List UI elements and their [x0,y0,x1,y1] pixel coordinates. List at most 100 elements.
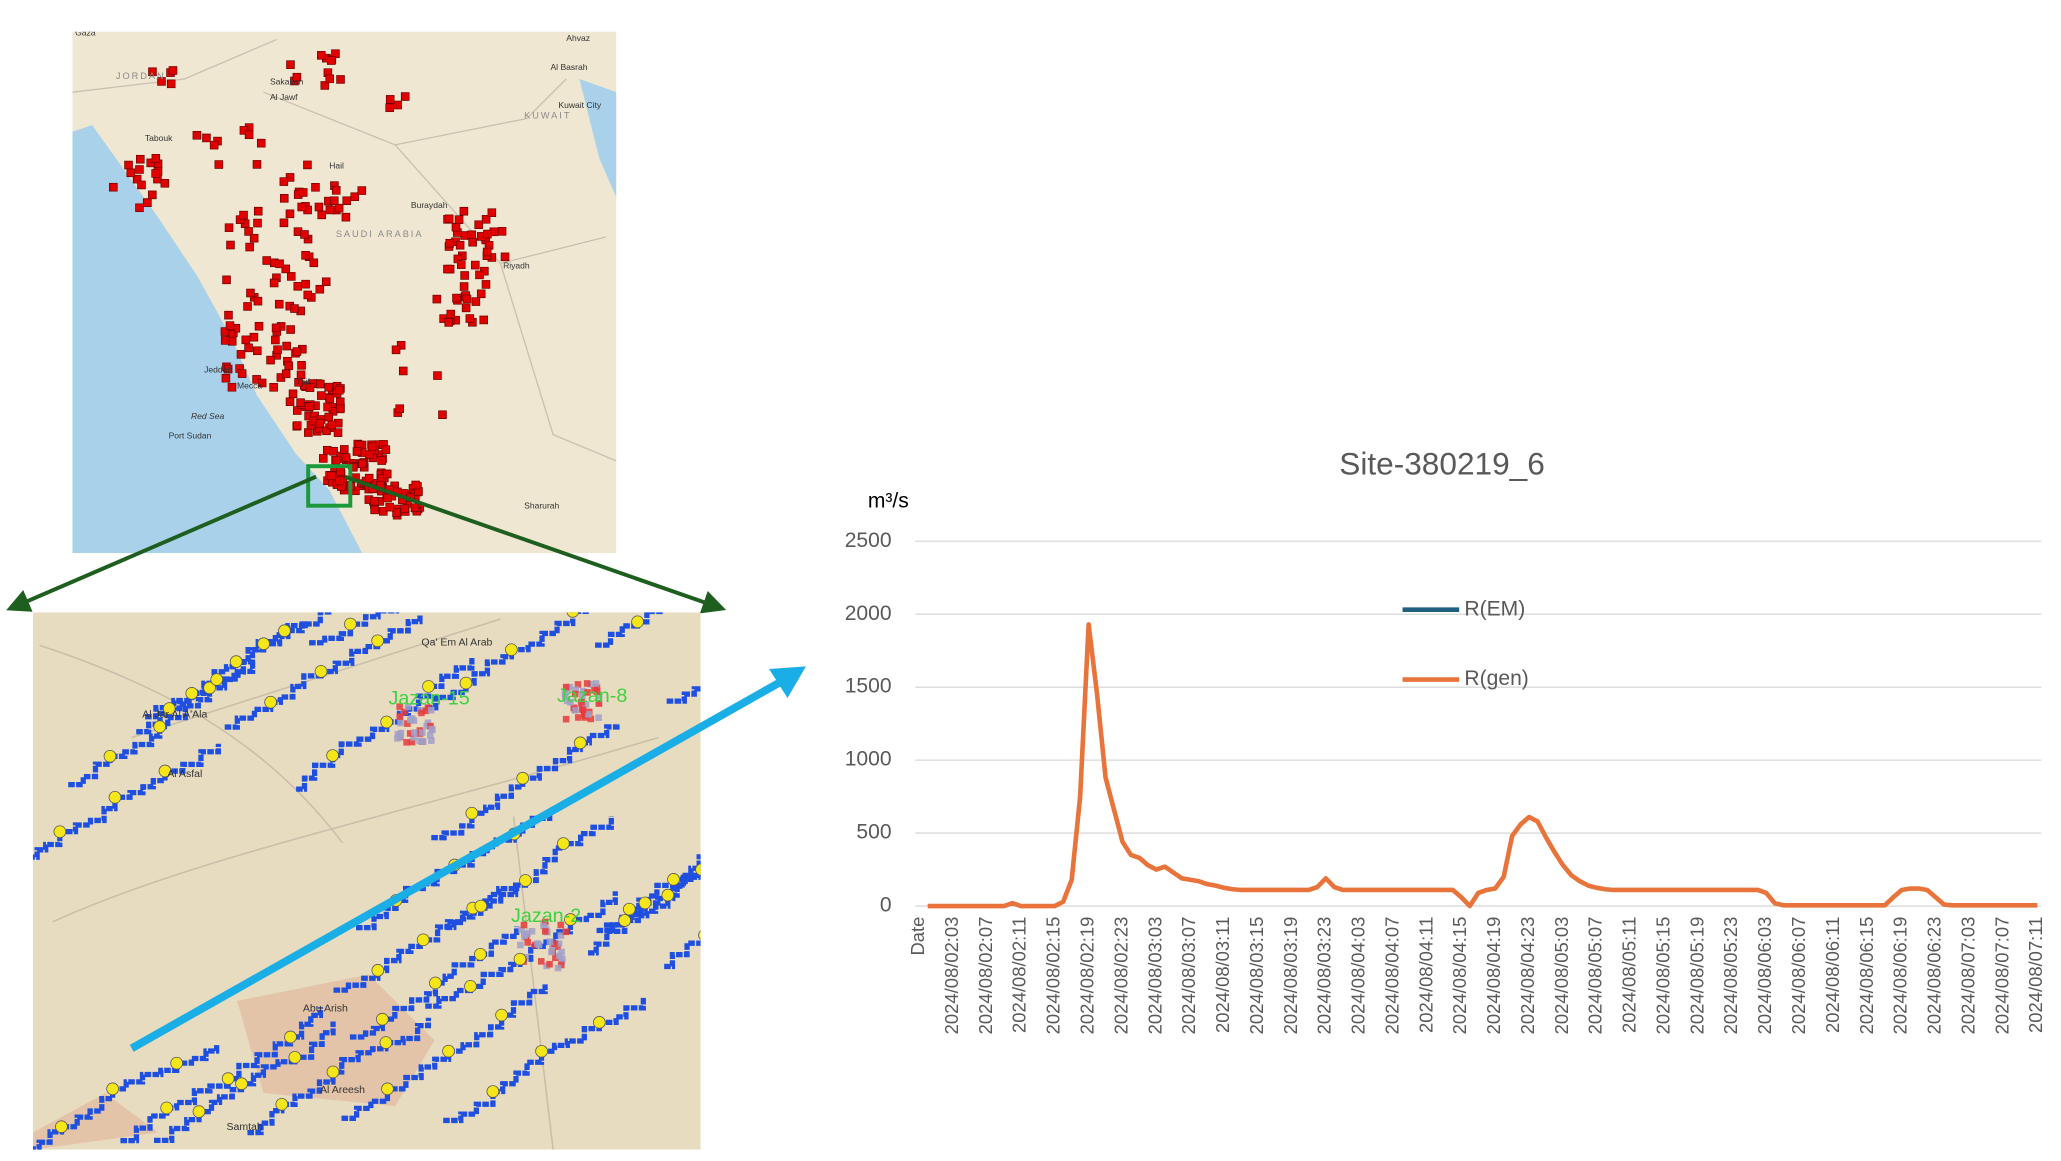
site-marker [271,323,281,333]
site-marker [365,450,374,459]
site-marker [432,294,442,304]
site-marker [257,378,267,388]
x-tick-label: 2024/08/05:19 [1686,917,1707,1035]
site-marker [303,290,313,300]
site-marker [245,242,254,252]
hotspot-cell [397,729,405,737]
detail-map: Jazan-15 Jazan-8 Jazan-2 Al Jar Al A'Ala Al … [32,546,802,1150]
gauge [790,546,802,558]
x-tick-label: 2024/08/04:19 [1483,917,1504,1035]
x-tick-label: 2024/08/04:15 [1449,917,1470,1035]
hotspot-cell [563,697,571,705]
gauge [622,902,636,916]
site-marker [370,505,379,515]
site-marker [300,230,309,239]
map-label: Al Areesh [320,1084,365,1096]
hotspot-cell [587,715,595,723]
gauge [573,736,587,750]
site-marker [136,154,145,164]
site-marker [284,361,293,370]
site-marker [253,296,263,306]
site-marker [244,343,253,353]
hotspot-cell [418,729,426,736]
site-marker [364,473,374,483]
map-label: Taif [296,377,310,387]
hotspot-cell [578,698,585,706]
site-marker [293,282,303,291]
gauge [170,1056,183,1070]
map-label: Sharurah [524,500,559,510]
x-tick-label: 2024/08/05:07 [1585,917,1606,1035]
x-tick-label: 2024/08/05:23 [1720,917,1741,1035]
gauge [698,930,701,941]
site-marker [275,259,284,269]
hotspot-cell [546,960,553,968]
site-marker [135,165,144,174]
site-marker [341,453,351,462]
gauge [103,749,117,763]
map-label: Buraydah [411,200,448,210]
gauge [407,589,419,601]
x-tick-label: 2024/08/02:11 [1009,917,1030,1033]
map-label: Jazan-2 [511,905,581,927]
x-tick-label: 2024/08/02:07 [975,917,996,1035]
site-marker [286,272,296,281]
hotspot-cell [583,680,591,687]
hotspot-cell [520,921,528,929]
site-marker [452,293,461,303]
hotspot-cell [587,681,595,688]
gauge [469,567,481,579]
hotspot-cell [542,918,549,926]
site-marker [444,318,454,327]
site-marker [454,215,464,224]
gauge [160,1101,174,1115]
site-marker [262,256,272,265]
site-marker [224,310,233,320]
gauge [661,888,675,902]
hotspot-cell [595,714,602,722]
gauge [235,1077,248,1091]
site-marker [292,72,302,82]
gauge [278,624,291,638]
site-marker [298,188,308,197]
gauge [486,1085,500,1098]
gauge [505,643,518,657]
stream [664,940,701,970]
hotspot-cell [410,729,418,736]
gauge [564,913,577,926]
hotspot-cell [546,938,554,945]
site-marker [305,383,315,392]
x-tick-label: 2024/08/03:15 [1246,917,1267,1035]
site-marker [227,382,237,392]
hotspot-cell [521,934,528,941]
site-marker [395,404,404,413]
map-label: Jazan-15 [388,688,469,710]
chart-title: Site-380219_6 [1339,446,1545,482]
hotspot-cell [397,719,404,727]
gauge [416,933,430,947]
gauge [288,1050,302,1064]
site-marker [471,297,481,306]
gauge [750,891,762,903]
legend-label: R(EM) [1464,597,1525,620]
site-marker [317,210,326,220]
hotspot-cell [406,730,414,737]
gauge [108,790,122,804]
x-tick-label: 2024/08/06:11 [1822,917,1843,1033]
gauge [731,569,743,581]
gauges [53,546,802,1134]
site-marker [358,459,367,469]
site-marker [285,209,295,219]
map-label: Port Sudan [169,431,212,441]
x-tick-label: 2024/08/02:19 [1076,917,1097,1035]
gauge [53,825,67,838]
site-marker [331,455,341,465]
map-label: Jazan-8 [557,685,627,707]
site-marker [334,203,344,213]
site-marker [340,445,349,454]
hotspot-cell [574,681,582,688]
gauge [739,823,751,835]
map-label: Al Jawf [270,92,298,102]
site-marker [279,194,289,203]
site-marker [367,442,377,452]
